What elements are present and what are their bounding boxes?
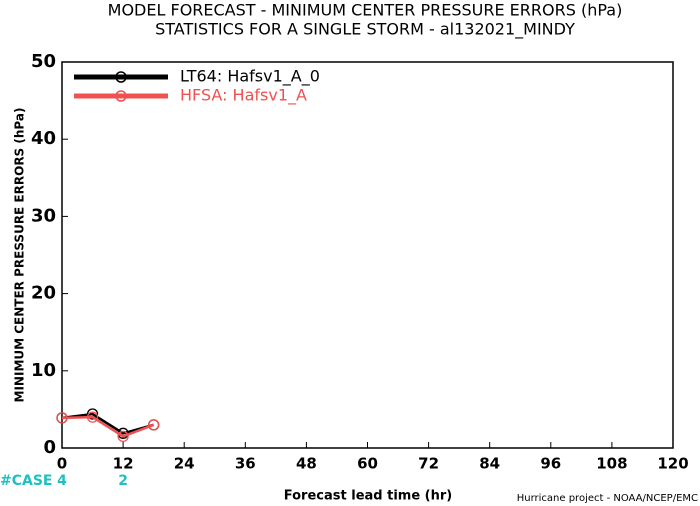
y-tick-label: 50 [31, 51, 56, 72]
legend-marker [115, 90, 127, 102]
y-tick-label: 30 [31, 205, 56, 226]
x-axis-label: Forecast lead time (hr) [284, 489, 452, 504]
x-tick-label: 72 [418, 455, 439, 473]
case-count: 4 [57, 473, 67, 489]
y-tick-label: 20 [31, 283, 56, 304]
chart-title: MODEL FORECAST - MINIMUM CENTER PRESSURE… [108, 1, 623, 20]
point [56, 412, 68, 424]
series-line [61, 412, 154, 435]
x-tick-label: 120 [657, 455, 688, 473]
y-tick-label: 0 [43, 437, 56, 458]
case-label: #CASE [0, 473, 53, 489]
x-tick-label: 84 [479, 455, 500, 473]
chart-subtitle: STATISTICS FOR A SINGLE STORM - al132021… [155, 20, 575, 40]
x-tick-label: 24 [174, 455, 195, 473]
case-count: 2 [118, 473, 128, 489]
x-tick-label: 108 [596, 455, 627, 473]
x-tick-label: 12 [113, 455, 134, 473]
point [86, 408, 99, 420]
x-tick-label: 96 [540, 455, 561, 473]
point [86, 411, 99, 423]
y-tick-label: 40 [31, 128, 56, 149]
series-line [61, 415, 155, 438]
y-axis-label: MINIMUM CENTER PRESSURE ERRORS (hPa) [13, 108, 27, 403]
x-tick-label: 48 [296, 455, 317, 473]
x-tick-label: 0 [57, 455, 67, 473]
point [117, 430, 129, 443]
credit: Hurricane project - NOAA/NCEP/EMC [517, 493, 698, 504]
x-tick-label: 36 [235, 455, 256, 473]
legend-label: LT64: Hafsv1_A_0 [180, 67, 320, 87]
point [147, 419, 160, 431]
legend-marker [115, 71, 127, 83]
x-tick-label: 60 [357, 455, 378, 473]
y-tick-label: 10 [31, 360, 56, 381]
legend-label: HFSA: Hafsv1_A [180, 86, 307, 106]
plot-frame [61, 61, 674, 449]
